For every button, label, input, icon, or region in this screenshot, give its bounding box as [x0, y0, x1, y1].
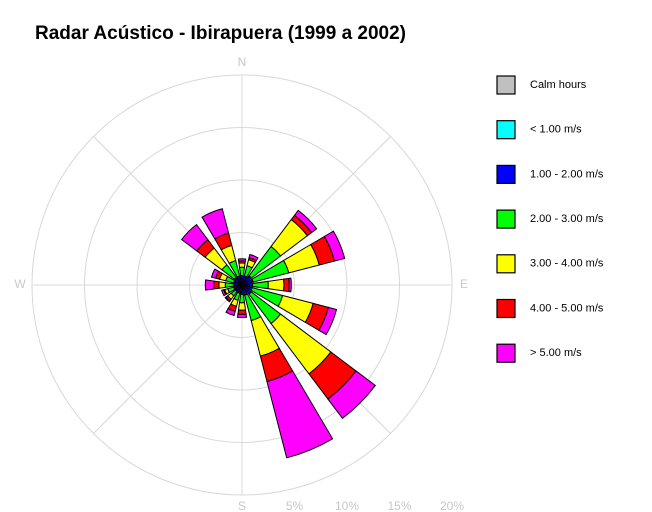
compass-label: E — [460, 277, 468, 291]
r-tick-label: 15% — [387, 499, 411, 512]
legend-swatch — [496, 75, 516, 95]
legend-swatch — [496, 120, 516, 140]
grid-ring — [136, 179, 348, 391]
rose-segment — [236, 313, 248, 319]
rose-segment — [288, 277, 292, 293]
rose-segment — [225, 307, 236, 317]
polar-grid: 5% 10% 15% 20% N E S W — [14, 55, 468, 512]
grid-ring — [189, 232, 295, 338]
rose — [180, 208, 377, 459]
legend-label: Calm hours — [530, 79, 587, 91]
legend-swatch — [496, 209, 516, 229]
chart-title: Radar Acústico - Ibirapuera (1999 a 2002… — [35, 23, 406, 44]
rose-segment — [266, 370, 334, 459]
rose-segment — [224, 296, 231, 303]
legend-swatch — [496, 254, 516, 274]
grid-ring — [84, 127, 400, 443]
rose-segment — [204, 279, 215, 291]
compass-label: S — [238, 499, 246, 512]
rose-segment — [213, 280, 220, 290]
rose-segment — [238, 266, 246, 277]
rose-segment — [180, 223, 209, 252]
legend-label: < 1.00 m/s — [530, 124, 582, 136]
rose-segment — [221, 289, 227, 297]
rose-segment — [210, 268, 220, 279]
rose-segment — [251, 280, 269, 290]
legend: Calm hours < 1.00 m/s 1.00 - 2.00 m/s 2.00 … — [496, 75, 604, 363]
rose-segment — [327, 370, 377, 420]
rose-segment — [283, 277, 290, 293]
rose-segment — [218, 281, 226, 289]
grid-ring — [31, 74, 453, 496]
rose-segment — [318, 306, 338, 336]
rose-segment — [293, 209, 318, 234]
legend-label: 4.00 - 5.00 m/s — [530, 302, 604, 314]
rose-segment — [238, 262, 246, 268]
rose-segment — [238, 293, 246, 304]
r-tick-label: 20% — [440, 499, 464, 512]
rose-segment — [201, 208, 230, 240]
r-tick-label: 5% — [286, 499, 304, 512]
rose-segment — [267, 278, 285, 292]
rose-segment — [323, 230, 346, 262]
legend-label: 2.00 - 3.00 m/s — [530, 213, 604, 225]
legend-swatch — [496, 343, 516, 363]
compass-label: W — [14, 277, 26, 291]
legend-label: 3.00 - 4.00 m/s — [530, 258, 604, 270]
legend-swatch — [496, 298, 516, 319]
legend-swatch — [496, 164, 516, 184]
legend-label: 1.00 - 2.00 m/s — [530, 168, 604, 180]
rose-segment — [237, 258, 247, 262]
compass-label: N — [238, 55, 247, 69]
rose-segment — [237, 309, 247, 315]
rose-segment — [248, 253, 259, 262]
legend-label: > 5.00 m/s — [530, 347, 582, 359]
rose-segment — [224, 282, 235, 288]
r-tick-label: 10% — [335, 499, 359, 512]
rose-segment — [237, 302, 247, 311]
